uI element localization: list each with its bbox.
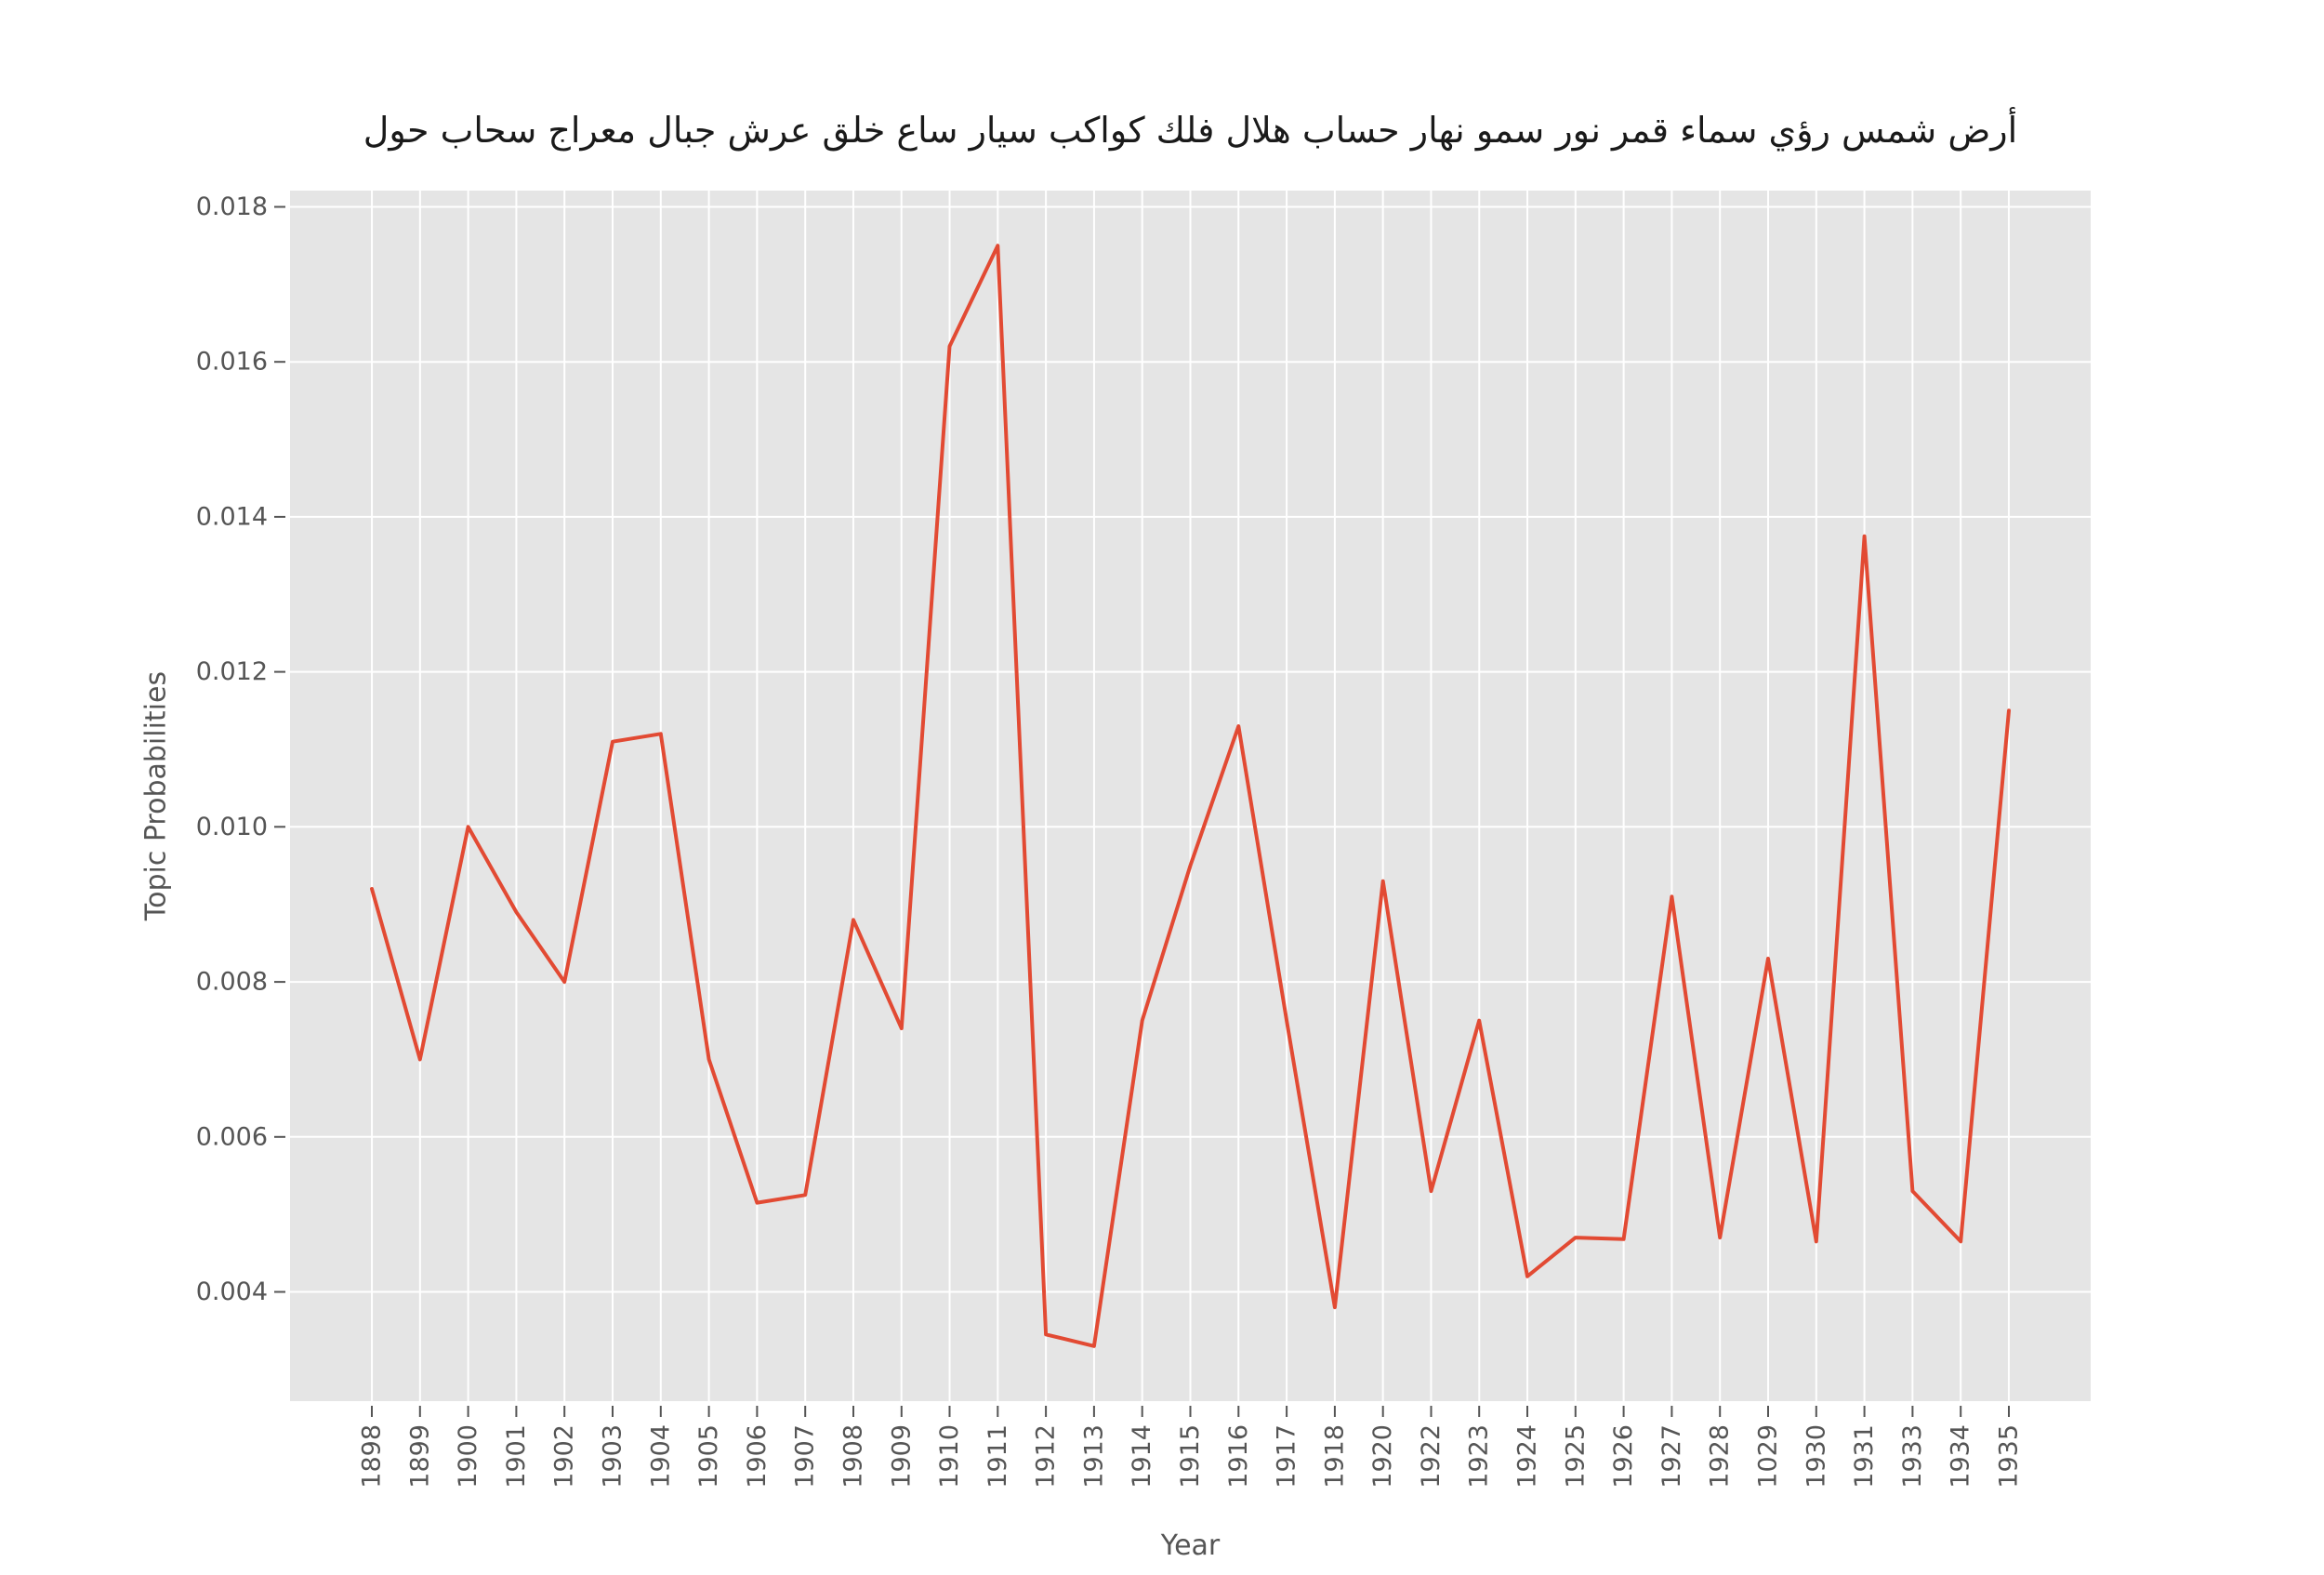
x-tick-label: 1933	[1898, 1424, 1927, 1489]
x-tick-label: 1915	[1176, 1424, 1205, 1489]
x-tick-label: 1899	[405, 1424, 434, 1489]
x-tick-label: 1931	[1850, 1424, 1879, 1489]
x-tick-label: 1906	[743, 1424, 772, 1489]
x-tick-label: 1925	[1561, 1424, 1590, 1489]
y-tick-label: 0.018	[196, 192, 268, 221]
x-tick-label: 1029	[1754, 1424, 1783, 1489]
y-tick-label: 0.014	[196, 502, 268, 531]
data-line	[370, 244, 2011, 1348]
x-tick-label: 1909	[887, 1424, 916, 1489]
x-tick-label: 1922	[1417, 1424, 1446, 1489]
x-tick-label: 1900	[454, 1424, 482, 1489]
x-tick-label: 1898	[358, 1424, 387, 1489]
y-axis-label: Topic Probabilities	[139, 670, 173, 921]
x-tick-label: 1911	[984, 1424, 1012, 1489]
x-tick-label: 1934	[1947, 1424, 1975, 1489]
y-tick-label: 0.016	[196, 348, 268, 377]
y-tick-label: 0.008	[196, 968, 268, 997]
x-tick-label: 1917	[1273, 1424, 1301, 1489]
x-tick-label: 1935	[1995, 1424, 2024, 1489]
x-tick-label: 1923	[1465, 1424, 1494, 1489]
x-tick-label: 1902	[550, 1424, 579, 1489]
x-axis-label: Year	[1160, 1529, 1221, 1562]
y-tick-label: 0.012	[196, 657, 268, 686]
x-tick-label: 1927	[1657, 1424, 1686, 1489]
x-tick-label: 1907	[791, 1424, 820, 1489]
x-tick-label: 1914	[1128, 1424, 1156, 1489]
x-tick-label: 1926	[1609, 1424, 1638, 1489]
x-tick-label: 1910	[935, 1424, 964, 1489]
x-tick-label: 1912	[1032, 1424, 1061, 1489]
y-tick-label: 0.006	[196, 1122, 268, 1151]
x-tick-label: 1903	[599, 1424, 627, 1489]
x-tick-label: 1913	[1079, 1424, 1108, 1489]
x-tick-label: 1908	[839, 1424, 868, 1489]
x-tick-label: 1918	[1320, 1424, 1349, 1489]
x-tick-label: 1901	[502, 1424, 531, 1489]
chart-title: أرض شمس رؤي سماء قمر نور سمو نهار حساب ه…	[363, 110, 2018, 151]
y-tick-label: 0.010	[196, 813, 268, 841]
x-tick-label: 1930	[1802, 1424, 1830, 1489]
x-tick-label: 1920	[1368, 1424, 1397, 1489]
x-tick-label: 1916	[1224, 1424, 1253, 1489]
x-tick-label: 1905	[694, 1424, 723, 1489]
x-tick-label: 1924	[1513, 1424, 1542, 1489]
x-tick-label: 1928	[1706, 1424, 1735, 1489]
y-tick-label: 0.004	[196, 1277, 268, 1306]
x-tick-label: 1904	[646, 1424, 675, 1489]
